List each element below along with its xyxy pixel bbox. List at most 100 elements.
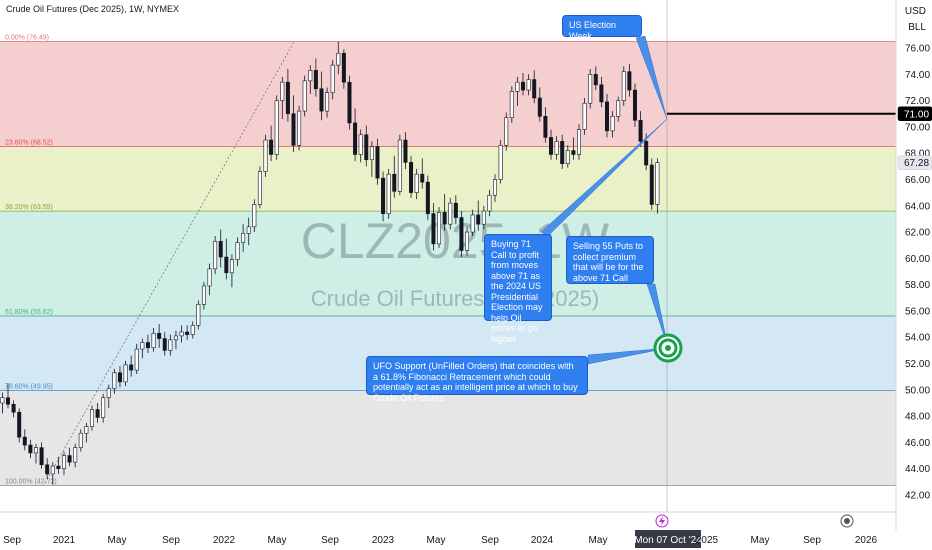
callout-buy-call-text: Buying 71 Call to profit from moves abov… — [491, 239, 543, 344]
price-axis[interactable]: 42.00 44.00 46.00 48.00 50.00 52.00 54.00 56.00… — [895, 0, 930, 530]
fib-zones — [0, 41, 896, 486]
candle-body — [470, 214, 475, 233]
candle-body — [549, 137, 554, 155]
candle-body — [95, 409, 100, 418]
time-axis[interactable]: Sep 2021 May Sep 2022 May Sep 2023 May Sep 2024 May… — [0, 511, 896, 548]
time-tick-label: 2021 — [53, 535, 76, 546]
candle — [190, 321, 195, 339]
candle — [224, 238, 229, 280]
candle-body — [274, 100, 279, 155]
candle-body — [196, 304, 201, 326]
candle — [101, 393, 106, 423]
candle — [157, 324, 162, 348]
candle-body — [224, 256, 229, 274]
callout-ufo-support[interactable]: UFO Support (UnFilled Orders) that coinc… — [366, 356, 588, 403]
candle — [437, 207, 442, 248]
watermark-symbol: CLZ2025, 1W — [301, 213, 610, 269]
candle — [280, 76, 285, 119]
candle-body — [521, 81, 526, 91]
candle — [263, 134, 268, 177]
price-tick-label: 68.00 — [905, 149, 930, 160]
candle-body — [112, 372, 117, 389]
candle-body — [364, 134, 369, 161]
candle-body — [504, 117, 509, 146]
lightning-icon[interactable] — [655, 514, 669, 528]
candle-body — [168, 339, 173, 351]
candle-body — [465, 231, 470, 251]
price-labels: 71.00 67.28 — [897, 106, 932, 170]
candle — [649, 158, 654, 210]
candle — [95, 402, 100, 423]
candle — [465, 226, 470, 256]
candle — [358, 129, 363, 163]
candle-body — [627, 71, 632, 91]
candle-body — [330, 64, 335, 94]
candle — [476, 200, 481, 231]
candle — [420, 158, 425, 189]
candle-body — [157, 332, 162, 339]
unit-label[interactable]: BLL — [908, 22, 926, 33]
connector-ufo — [587, 347, 669, 365]
candle — [341, 49, 346, 89]
candle-body — [145, 342, 150, 349]
candle — [213, 236, 218, 275]
candle-body — [201, 285, 206, 305]
price-tick-label: 60.00 — [905, 254, 930, 265]
callout-sell-puts[interactable]: Selling 55 Puts to collect premium that … — [566, 236, 654, 284]
watermark: CLZ2025, 1W Crude Oil Futures (Dec 2025) — [301, 213, 610, 311]
price-tick-label: 56.00 — [905, 306, 930, 317]
candle — [470, 209, 475, 237]
fib-zone-4 — [0, 390, 896, 486]
candle — [459, 211, 464, 258]
candle — [543, 107, 548, 143]
candle — [84, 422, 89, 443]
price-tick-label: 42.00 — [905, 491, 930, 502]
candle-body — [218, 240, 223, 258]
candle — [330, 59, 335, 100]
candle — [632, 83, 637, 127]
candle — [576, 124, 581, 160]
candle — [50, 462, 55, 485]
candle-body — [241, 233, 246, 243]
candle — [532, 70, 537, 104]
candle-body — [509, 91, 514, 118]
candle — [0, 392, 5, 414]
candle — [336, 41, 341, 75]
candle-body — [610, 116, 615, 132]
candle-body — [252, 204, 257, 228]
currency-label[interactable]: USD — [904, 6, 926, 17]
candle — [235, 237, 240, 267]
callout-election-week[interactable]: US Election Week — [562, 15, 642, 41]
candle — [392, 155, 397, 198]
dividend-icon[interactable] — [840, 514, 854, 528]
candle-body — [453, 202, 458, 218]
candle-body — [101, 397, 106, 418]
candle — [78, 429, 83, 452]
candle-body — [50, 465, 55, 475]
callout-ufo-text: UFO Support (UnFilled Orders) that coinc… — [373, 361, 578, 403]
candle-body — [106, 388, 111, 399]
candle — [61, 451, 66, 476]
callout-buy-call[interactable]: Buying 71 Call to profit from moves abov… — [484, 234, 552, 344]
candle-body — [576, 129, 581, 155]
candle — [207, 263, 212, 296]
candle-body — [638, 120, 643, 142]
fib-label-0: 0.00% (76.49) — [5, 35, 49, 42]
candle — [369, 141, 374, 177]
candle — [6, 383, 11, 409]
callout-election-text: US Election Week — [569, 20, 617, 41]
candle-body — [420, 173, 425, 183]
candle — [201, 282, 206, 310]
crosshair-date-box — [635, 530, 701, 548]
candle-body — [257, 171, 262, 205]
candle-body — [33, 447, 38, 454]
candle — [582, 97, 587, 135]
candle — [106, 384, 111, 409]
candle — [274, 95, 279, 160]
candle — [403, 132, 408, 169]
price-tick-label: 76.00 — [905, 44, 930, 55]
candle-body — [515, 81, 520, 92]
candle — [134, 343, 139, 375]
